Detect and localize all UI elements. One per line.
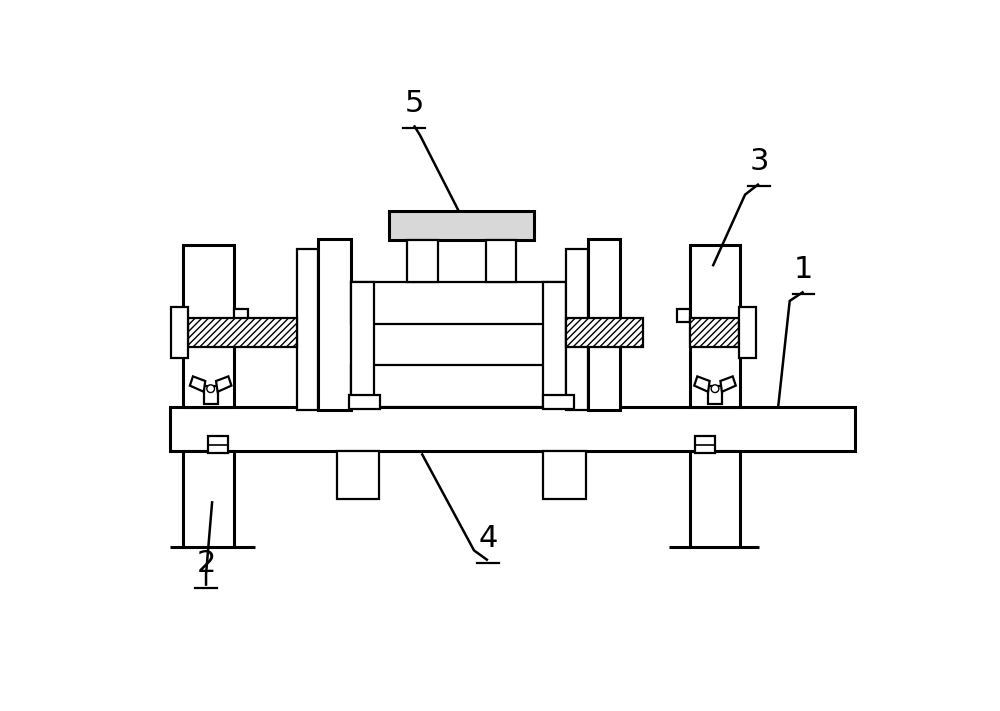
Polygon shape (216, 376, 231, 392)
Bar (677, 309, 690, 323)
Bar (351, 282, 566, 324)
Bar (588, 240, 620, 410)
Bar (389, 211, 534, 240)
Bar (543, 395, 574, 409)
Bar (690, 451, 740, 547)
Polygon shape (720, 376, 736, 392)
Text: 2: 2 (196, 549, 216, 578)
Bar (739, 307, 756, 358)
Bar (351, 282, 374, 407)
Text: 1: 1 (794, 255, 813, 284)
Bar (183, 451, 234, 547)
Bar (234, 309, 248, 323)
Bar (708, 385, 722, 404)
Bar (351, 365, 566, 407)
Bar (318, 240, 351, 410)
Text: 5: 5 (404, 89, 424, 117)
Bar (566, 318, 643, 347)
Bar (204, 385, 218, 404)
Polygon shape (694, 376, 710, 392)
Bar (543, 451, 586, 499)
Text: 4: 4 (478, 524, 498, 552)
Circle shape (711, 385, 719, 392)
Bar (695, 437, 715, 454)
Bar (486, 240, 516, 282)
Bar (337, 451, 379, 499)
Bar (407, 240, 438, 282)
Circle shape (207, 385, 215, 392)
Bar (349, 395, 380, 409)
Polygon shape (190, 376, 205, 392)
Bar (690, 245, 740, 407)
Bar (208, 437, 228, 454)
Text: 3: 3 (749, 147, 769, 176)
Bar (690, 318, 739, 347)
Bar (297, 249, 318, 410)
Bar (188, 318, 297, 347)
Bar (183, 245, 234, 407)
Bar (170, 407, 855, 451)
Bar (171, 307, 188, 358)
Bar (566, 249, 588, 410)
Bar (543, 282, 566, 407)
